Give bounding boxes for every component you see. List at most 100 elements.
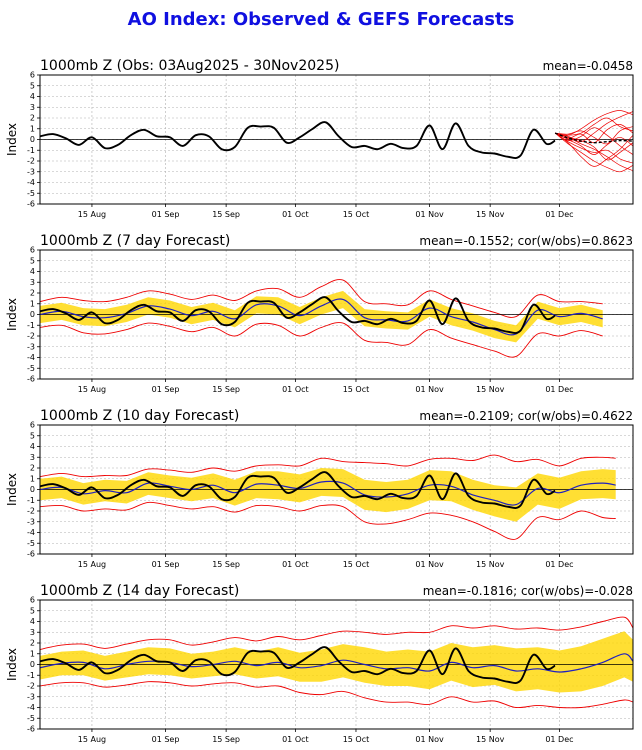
y-tick-label: 5 [30, 81, 35, 90]
y-tick-label: -2 [27, 507, 35, 516]
y-tick-label: -2 [27, 157, 35, 166]
y-tick-label: 3 [30, 453, 35, 462]
y-tick-label: 5 [30, 256, 35, 265]
x-tick-label: 01 Nov [415, 560, 444, 569]
forecast-mean-line [39, 653, 634, 673]
y-tick-label: 3 [30, 628, 35, 637]
x-tick-label: 15 Sep [212, 560, 240, 569]
panel-title: 1000mb Z (Obs: 03Aug2025 - 30Nov2025) [40, 58, 339, 74]
ensemble-mean-line [554, 132, 634, 144]
ensemble-member-line [554, 132, 634, 164]
y-tick-label: -6 [27, 725, 35, 734]
y-tick-label: -3 [27, 692, 35, 701]
y-tick-label: 4 [30, 617, 35, 626]
page-title: AO Index: Observed & GEFS Forecasts [127, 9, 515, 30]
ensemble-member-line [554, 132, 634, 161]
x-tick-label: 15 Oct [343, 735, 370, 744]
panel-title: 1000mb Z (10 day Forecast) [40, 408, 239, 424]
forecast-band [40, 468, 616, 522]
y-axis-label: Index [5, 123, 19, 156]
y-tick-label: 4 [30, 267, 35, 276]
x-tick-label: 01 Dec [545, 560, 573, 569]
observed-line [39, 296, 556, 334]
x-tick-label: 01 Nov [415, 385, 444, 394]
x-tick-label: 15 Nov [476, 210, 505, 219]
panel-title: 1000mb Z (7 day Forecast) [40, 233, 230, 249]
x-tick-label: 01 Nov [415, 210, 444, 219]
y-tick-label: 2 [30, 464, 35, 473]
envelope-high-line [39, 616, 634, 650]
x-tick-label: 01 Dec [545, 385, 573, 394]
ensemble-member-line [555, 110, 634, 136]
y-tick-label: 1 [30, 299, 35, 308]
panel-stat-label: mean=-0.1552; cor(w/obs)=0.8623 [419, 234, 633, 248]
y-tick-label: -4 [27, 703, 35, 712]
ensemble-member-line [554, 132, 634, 167]
chart-panel-4: 1000mb Z (14 day Forecast) mean=-0.1816; … [5, 583, 634, 744]
y-tick-label: 0 [30, 135, 35, 144]
x-tick-label: 01 Oct [282, 735, 309, 744]
y-tick-label: 6 [30, 246, 35, 255]
y-tick-label: 6 [30, 421, 35, 430]
forecast-mean-line [39, 298, 603, 336]
forecast-band [40, 290, 603, 343]
x-tick-label: 15 Aug [78, 560, 106, 569]
x-tick-label: 15 Sep [212, 735, 240, 744]
y-tick-label: 5 [30, 431, 35, 440]
y-axis-label: Index [5, 473, 19, 506]
y-tick-label: -1 [27, 671, 35, 680]
y-tick-label: -5 [27, 364, 35, 373]
y-tick-label: -5 [27, 539, 35, 548]
chart-panel-3: 1000mb Z (10 day Forecast) mean=-0.2109; … [5, 408, 634, 569]
y-tick-label: -5 [27, 189, 35, 198]
y-tick-label: -3 [27, 342, 35, 351]
ensemble-member-line [554, 132, 634, 173]
y-tick-label: 4 [30, 442, 35, 451]
y-tick-label: 2 [30, 114, 35, 123]
y-axis-label: Index [5, 648, 19, 681]
observed-line [39, 646, 556, 684]
y-tick-label: -3 [27, 517, 35, 526]
y-tick-label: 1 [30, 649, 35, 658]
y-tick-label: -2 [27, 332, 35, 341]
x-tick-label: 15 Aug [78, 210, 106, 219]
x-tick-label: 15 Sep [212, 210, 240, 219]
panel-stat-label: mean=-0.1816; cor(w/obs)=-0.028 [423, 584, 633, 598]
y-tick-label: -6 [27, 200, 35, 209]
panel-title: 1000mb Z (14 day Forecast) [40, 583, 239, 599]
ensemble-member-line [554, 127, 634, 155]
envelope-high-line [39, 279, 603, 318]
chart-panel-2: 1000mb Z (7 day Forecast) mean=-0.1552; c… [5, 233, 634, 394]
observed-line [39, 121, 556, 159]
x-tick-label: 15 Oct [343, 210, 370, 219]
y-tick-label: 2 [30, 639, 35, 648]
y-tick-label: 5 [30, 606, 35, 615]
y-tick-label: 6 [30, 596, 35, 605]
y-tick-label: 3 [30, 103, 35, 112]
panel-stat-label: mean=-0.0458 [543, 59, 633, 73]
y-tick-label: -5 [27, 714, 35, 723]
envelope-low-line [39, 501, 616, 540]
y-tick-label: -2 [27, 682, 35, 691]
x-tick-label: 01 Sep [152, 560, 180, 569]
x-tick-label: 15 Aug [78, 385, 106, 394]
y-tick-label: 1 [30, 124, 35, 133]
y-tick-label: 0 [30, 310, 35, 319]
ensemble-member-line [555, 126, 634, 145]
observed-line [39, 471, 556, 509]
x-tick-label: 01 Nov [415, 735, 444, 744]
ensemble-member-line [554, 132, 634, 155]
ensemble-member-line [555, 111, 634, 143]
y-tick-label: -1 [27, 496, 35, 505]
y-tick-label: 3 [30, 278, 35, 287]
y-axis-label: Index [5, 298, 19, 331]
y-tick-label: 6 [30, 71, 35, 80]
envelope-high-line [39, 454, 616, 478]
y-tick-label: -1 [27, 321, 35, 330]
forecast-mean-line [39, 480, 616, 506]
panel-stat-label: mean=-0.2109; cor(w/obs)=0.4622 [419, 409, 633, 423]
y-tick-label: -4 [27, 178, 35, 187]
x-tick-label: 01 Oct [282, 210, 309, 219]
x-tick-label: 15 Nov [476, 735, 505, 744]
